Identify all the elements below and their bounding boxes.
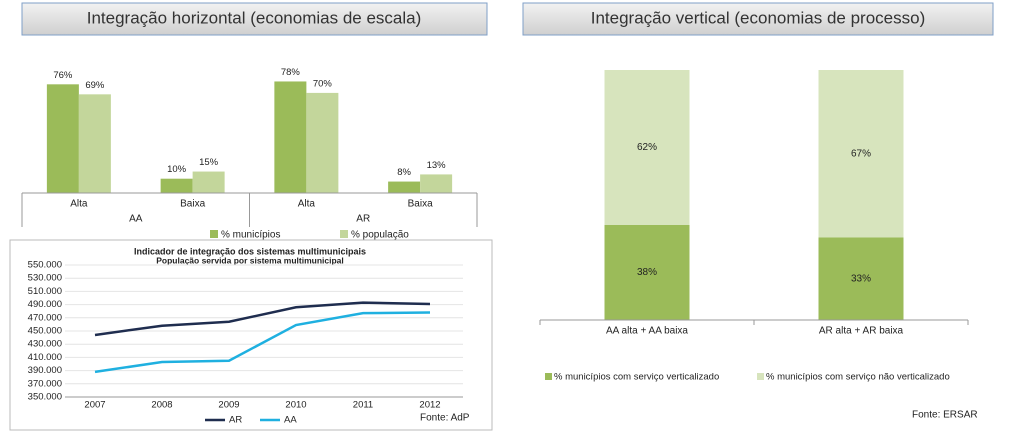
- legend-label: % população: [351, 230, 409, 241]
- legend-label: % municípios com serviço não verticaliza…: [766, 372, 950, 383]
- chart-title: Indicador de integração dos sistemas mul…: [134, 246, 366, 256]
- group-label: AR: [356, 214, 370, 225]
- y-tick-label: 390.000: [28, 365, 62, 376]
- x-tick-label: 2007: [84, 400, 105, 411]
- x-tick-label: Baixa: [180, 199, 205, 210]
- x-tick-label: 2008: [151, 400, 172, 411]
- x-tick-label: Alta: [298, 199, 316, 210]
- y-tick-label: 550.000: [28, 260, 62, 271]
- header: Integração vertical (economias de proces…: [591, 8, 926, 27]
- value-label: 13%: [427, 160, 447, 171]
- bar: [192, 171, 225, 193]
- y-tick-label: 450.000: [28, 326, 62, 337]
- x-tick-label: AA alta + AA baixa: [606, 326, 688, 337]
- bar-segment: [818, 70, 904, 238]
- y-tick-label: 490.000: [28, 299, 62, 310]
- y-tick-label: 510.000: [28, 286, 62, 297]
- legend-label: AR: [229, 415, 242, 426]
- legend-swatch: [210, 230, 218, 238]
- value-label: 76%: [53, 70, 73, 81]
- bar: [306, 92, 339, 193]
- bar: [160, 178, 193, 193]
- legend-swatch: [545, 373, 552, 380]
- bar-segment: [604, 225, 690, 320]
- x-tick-label: 2009: [218, 400, 239, 411]
- bar: [274, 81, 307, 193]
- value-label: 70%: [313, 78, 333, 89]
- x-tick-label: Baixa: [408, 199, 433, 210]
- y-tick-label: 430.000: [28, 339, 62, 350]
- value-label: 67%: [851, 148, 871, 159]
- bar-segment: [604, 70, 690, 225]
- source: Fonte: AdP: [420, 413, 470, 424]
- value-label: 78%: [281, 67, 301, 78]
- bar: [388, 181, 421, 193]
- y-tick-label: 350.000: [28, 392, 62, 403]
- value-label: 62%: [637, 142, 657, 153]
- header: Integração horizontal (economias de esca…: [87, 8, 422, 27]
- value-label: 33%: [851, 273, 871, 284]
- legend-label: % municípios com serviço verticalizado: [554, 372, 719, 383]
- value-label: 69%: [85, 80, 105, 91]
- x-tick-label: 2010: [285, 400, 306, 411]
- chart-frame: [9, 239, 493, 431]
- legend-label: AA: [284, 415, 297, 426]
- bar: [46, 84, 79, 193]
- x-tick-label: 2011: [353, 400, 373, 411]
- y-tick-label: 470.000: [28, 312, 62, 323]
- y-tick-label: 370.000: [28, 378, 62, 389]
- value-label: 10%: [167, 164, 187, 175]
- bar: [420, 174, 453, 193]
- x-tick-label: AR alta + AR baixa: [819, 326, 904, 337]
- chart-subtitle: População servida por sistema multimunic…: [156, 255, 344, 265]
- legend-swatch: [757, 373, 764, 380]
- y-tick-label: 410.000: [28, 352, 62, 363]
- value-label: 38%: [637, 267, 657, 278]
- source: Fonte: ERSAR: [912, 410, 978, 421]
- line: [94, 311, 431, 374]
- legend-label: % municípios: [221, 230, 280, 241]
- legend-swatch: [340, 230, 348, 238]
- line: [94, 301, 431, 337]
- header-box: [21, 2, 488, 36]
- value-label: 15%: [199, 157, 219, 168]
- x-tick-label: 2012: [419, 400, 440, 411]
- y-tick-label: 530.000: [28, 273, 62, 284]
- value-label: 8%: [397, 167, 411, 178]
- group-label: AA: [129, 214, 143, 225]
- bar: [78, 94, 111, 193]
- x-tick-label: Alta: [70, 199, 88, 210]
- header-box: [522, 2, 994, 36]
- bar-segment: [818, 237, 904, 320]
